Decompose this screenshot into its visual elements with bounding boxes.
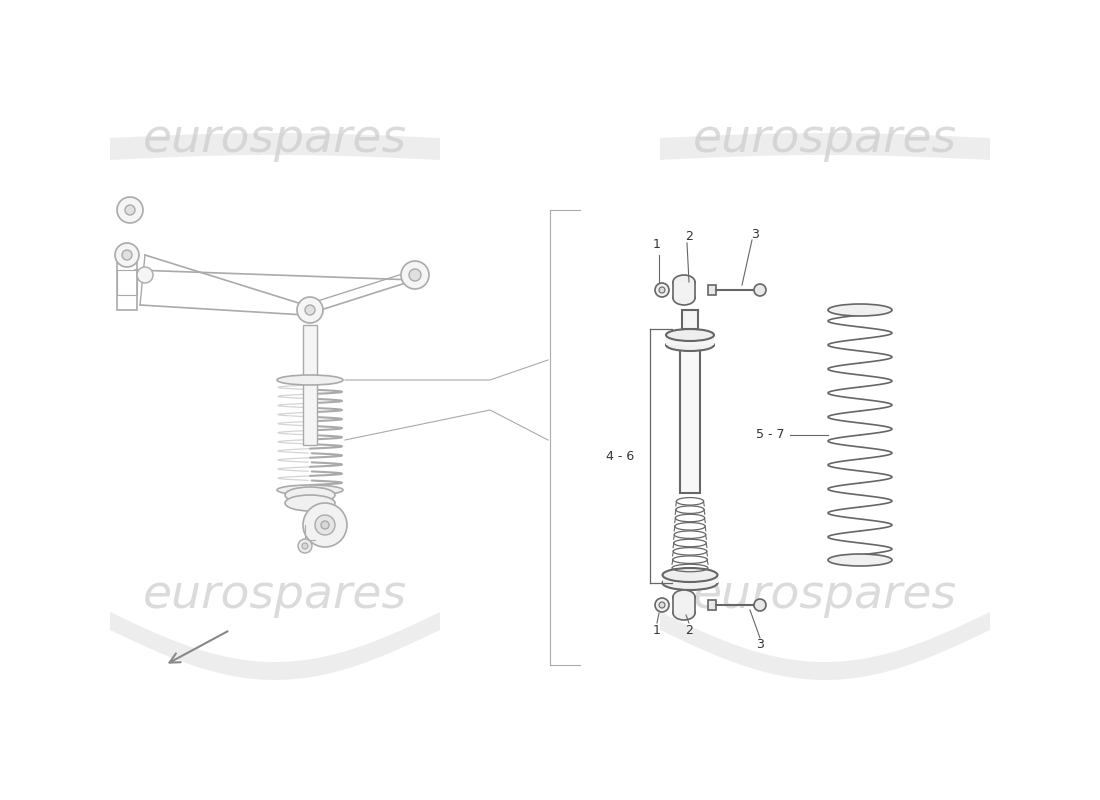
Circle shape <box>654 283 669 297</box>
Ellipse shape <box>828 554 892 566</box>
Text: 2: 2 <box>685 623 693 637</box>
Ellipse shape <box>285 495 336 511</box>
Ellipse shape <box>666 339 714 351</box>
Text: 3: 3 <box>751 229 759 242</box>
Circle shape <box>754 284 766 296</box>
Circle shape <box>321 521 329 529</box>
Circle shape <box>298 539 312 553</box>
Ellipse shape <box>673 606 695 620</box>
Ellipse shape <box>673 291 695 305</box>
Circle shape <box>116 243 139 267</box>
Text: eurospares: eurospares <box>143 118 407 162</box>
Text: 2: 2 <box>685 230 693 243</box>
Text: 4 - 6: 4 - 6 <box>606 450 634 462</box>
Polygon shape <box>660 612 990 680</box>
Circle shape <box>297 297 323 323</box>
Ellipse shape <box>662 568 717 582</box>
Ellipse shape <box>666 329 714 341</box>
Bar <box>673 282 695 298</box>
Polygon shape <box>110 133 440 160</box>
Circle shape <box>659 602 666 608</box>
Circle shape <box>654 598 669 612</box>
Text: 3: 3 <box>756 638 763 651</box>
Circle shape <box>305 305 315 315</box>
Circle shape <box>659 287 666 293</box>
Circle shape <box>122 250 132 260</box>
Bar <box>117 270 138 295</box>
Ellipse shape <box>673 590 695 604</box>
Circle shape <box>125 205 135 215</box>
Ellipse shape <box>277 485 343 495</box>
Ellipse shape <box>277 375 343 385</box>
Polygon shape <box>660 133 990 160</box>
Bar <box>662 575 717 583</box>
Text: 1: 1 <box>653 238 661 251</box>
Ellipse shape <box>662 576 717 590</box>
Circle shape <box>302 503 346 547</box>
Circle shape <box>402 261 429 289</box>
Circle shape <box>754 599 766 611</box>
Bar <box>302 325 317 445</box>
Bar <box>666 335 714 345</box>
Circle shape <box>409 269 421 281</box>
Ellipse shape <box>828 304 892 316</box>
Circle shape <box>315 515 336 535</box>
Bar <box>708 600 716 610</box>
Polygon shape <box>110 612 440 680</box>
Circle shape <box>302 543 308 549</box>
Bar <box>117 255 138 310</box>
Circle shape <box>138 267 153 283</box>
Text: 1: 1 <box>653 623 661 637</box>
Bar <box>680 345 700 493</box>
Text: eurospares: eurospares <box>693 118 957 162</box>
Bar <box>682 310 698 329</box>
Bar <box>708 285 716 295</box>
Circle shape <box>117 197 143 223</box>
Text: eurospares: eurospares <box>143 573 407 618</box>
Bar <box>673 597 695 613</box>
Ellipse shape <box>673 275 695 289</box>
Ellipse shape <box>285 487 336 503</box>
Text: eurospares: eurospares <box>693 573 957 618</box>
Text: 5 - 7: 5 - 7 <box>757 429 785 442</box>
